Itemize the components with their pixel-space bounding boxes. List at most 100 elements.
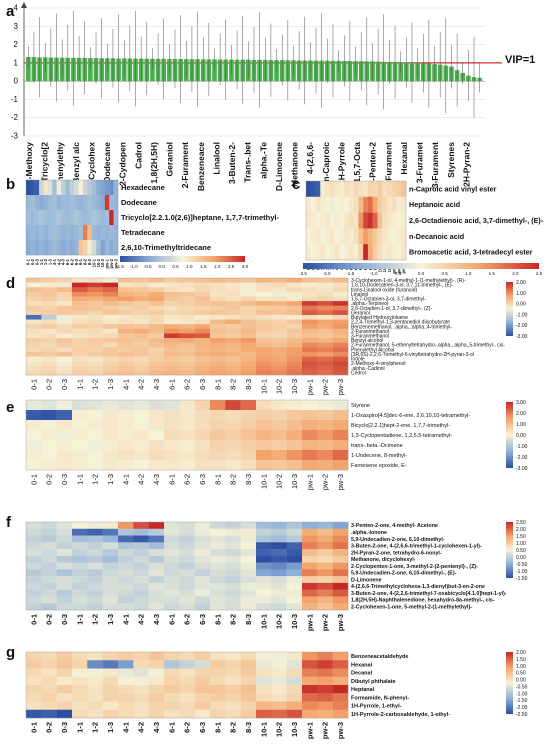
heatmap-cell <box>118 305 134 311</box>
heatmap-cell <box>118 328 134 334</box>
heatmap-cell <box>302 596 318 604</box>
heatmap-cell <box>240 701 257 710</box>
heatmap-cell <box>256 328 272 334</box>
heatmap-cell <box>87 324 103 330</box>
heatmap-cell <box>56 420 73 431</box>
panel-label-f: f <box>6 514 12 531</box>
heatmap-cell <box>41 701 57 710</box>
heatmap-cell <box>118 314 134 320</box>
heatmap-cell <box>133 342 149 348</box>
heatmap-cell <box>271 310 287 316</box>
heatmap-cell <box>271 535 287 543</box>
category-label: Benzyl alc <box>71 142 81 184</box>
heatmap-column-label: 6-1 <box>65 258 70 265</box>
heatmap-cell <box>87 569 103 577</box>
color-scale-tick: -1.5 <box>346 271 354 276</box>
heatmap-cell <box>109 240 114 256</box>
heatmap-cell <box>332 569 349 577</box>
heatmap-cell <box>302 305 318 311</box>
heatmap-cell <box>30 195 35 211</box>
heatmap-cell <box>100 240 106 256</box>
heatmap-cell <box>56 589 73 597</box>
heatmap-cell <box>102 356 119 362</box>
heatmap-cell <box>179 549 195 557</box>
heatmap-cell <box>109 210 114 226</box>
heatmap-cell <box>286 319 303 325</box>
color-scale-tick: 2.00 <box>516 650 526 656</box>
heatmap-column-label: 1-1 <box>75 614 84 625</box>
heatmap-cell <box>286 347 303 353</box>
heatmap-cell <box>329 228 335 245</box>
heatmap-cell <box>26 282 42 288</box>
heatmap-cell <box>271 361 287 366</box>
color-scale-tick: 0.00 <box>516 678 526 684</box>
heatmap-cell <box>194 319 211 325</box>
heatmap-cell <box>332 542 349 550</box>
heatmap-column-label: 6-1 <box>167 614 176 625</box>
color-scale-tick: 2.0 <box>512 271 519 276</box>
heatmap-cell <box>87 195 92 211</box>
heatmap-cell <box>26 555 42 563</box>
heatmap-frame <box>25 399 349 471</box>
bar-chart-category-labels: 2-Methoxy Tricyclo[2 Phenylethy Benzyl alc 3… <box>24 142 471 191</box>
heatmap-column-label: 4-3 <box>152 614 161 625</box>
heatmap-cell <box>271 351 287 357</box>
heatmap-cell <box>286 676 303 686</box>
heatmap-cell <box>339 196 345 213</box>
heatmap-cell <box>34 225 40 241</box>
heatmap-cell <box>82 180 88 196</box>
heatmap-cell <box>194 596 211 604</box>
heatmap-row-label: D-Limonene <box>351 577 382 583</box>
heatmap-column-label: 8-1 <box>213 474 222 485</box>
heatmap-cell <box>179 287 195 293</box>
heatmap-cell <box>102 342 119 348</box>
heatmap-column-label: pw-2 <box>321 722 330 739</box>
heatmap-cell <box>302 562 318 570</box>
heatmap-cell <box>164 430 180 441</box>
heatmap-cell <box>52 195 57 211</box>
heatmap-cell <box>133 701 149 710</box>
heatmap-cell <box>133 596 149 604</box>
heatmap-cell <box>271 685 287 694</box>
heatmap-cell <box>271 278 287 283</box>
heatmap-cell <box>39 195 44 211</box>
heatmap-cell <box>382 212 388 229</box>
heatmap-cell <box>72 709 88 719</box>
heatmap-cell <box>102 278 119 283</box>
heatmap-cell <box>26 333 42 339</box>
heatmap-cell <box>194 287 211 293</box>
heatmap-cell <box>240 420 257 431</box>
heatmap-cell <box>102 324 119 330</box>
heatmap-cell <box>302 291 318 297</box>
heatmap-cell <box>102 310 119 316</box>
heatmap-cell <box>118 660 134 669</box>
heatmap-cell <box>30 225 35 241</box>
heatmap-cell <box>164 576 180 584</box>
heatmap-cell <box>386 181 392 197</box>
heatmap-cell <box>133 430 149 441</box>
heatmap-cell <box>271 562 287 570</box>
heatmap-cell <box>332 576 349 584</box>
heatmap-cell <box>325 228 331 245</box>
heatmap-cell <box>302 310 318 316</box>
heatmap-cell <box>256 450 272 461</box>
heatmap-cell <box>240 685 257 694</box>
heatmap-cell <box>118 420 134 431</box>
heatmap-cell <box>210 535 226 543</box>
heatmap-cell <box>118 342 134 348</box>
heatmap-column-label: 6-3 <box>198 379 207 390</box>
heatmap-column-label: 10-2 <box>275 614 284 629</box>
heatmap-cell <box>118 582 134 590</box>
heatmap-column-label: 0-3 <box>60 474 69 485</box>
heatmap-cell <box>225 440 241 451</box>
color-scale-tick: 0.00 <box>516 555 526 561</box>
heatmap-cell <box>41 596 57 604</box>
heatmap-column-label: pw-1 <box>305 722 314 739</box>
heatmap-cell <box>240 282 257 288</box>
heatmap-cell <box>164 542 180 550</box>
heatmap-cell <box>118 542 134 550</box>
heatmap-cell <box>225 542 241 550</box>
heatmap-cell <box>164 319 180 325</box>
heatmap-cell <box>225 314 241 320</box>
heatmap-cell <box>286 291 303 297</box>
